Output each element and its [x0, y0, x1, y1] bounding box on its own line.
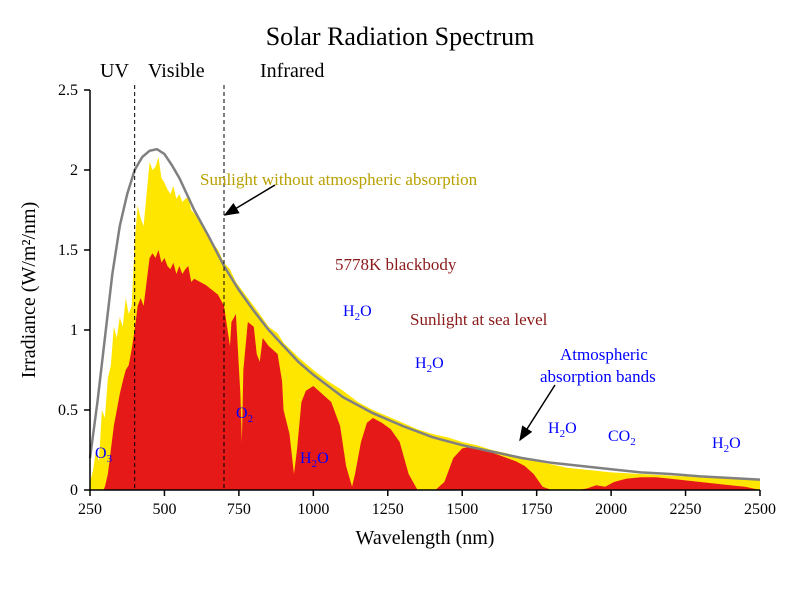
chem-label: H2O: [300, 450, 329, 470]
x-tick-label: 1750: [521, 501, 553, 518]
x-tick-label: 1250: [372, 501, 404, 518]
chem-label: CO2: [608, 428, 636, 448]
x-tick-label: 1000: [297, 501, 329, 518]
x-tick-label: 2500: [744, 501, 776, 518]
y-tick-label: 1.5: [58, 242, 78, 259]
y-tick-label: 2.5: [58, 82, 78, 99]
y-tick-label: 1: [70, 322, 78, 339]
annot-top-atm: Sunlight without atmospheric absorption: [200, 170, 477, 190]
chem-label: O3: [95, 445, 112, 465]
x-axis-title: Wavelength (nm): [356, 527, 495, 549]
y-tick-label: 2: [70, 162, 78, 179]
chem-label: H2O: [415, 355, 444, 375]
chem-label: H2O: [712, 435, 741, 455]
y-tick-label: 0: [70, 482, 78, 499]
chem-label: H2O: [548, 420, 577, 440]
chem-label: O2: [236, 405, 253, 425]
x-tick-label: 2000: [595, 501, 627, 518]
x-tick-label: 500: [152, 501, 176, 518]
chem-label: H2O: [343, 303, 372, 323]
plot-svg: 250 500 750 1000 1250 1500 1750 2000 2250 2500 0 0.…: [0, 0, 800, 600]
x-tick-label: 750: [227, 501, 251, 518]
y-axis-title: Irradiance (W/m²/nm): [18, 202, 40, 378]
annot-absorption-2: absorption bands: [540, 367, 656, 387]
x-tick-label: 1500: [446, 501, 478, 518]
x-tick-label: 250: [78, 501, 102, 518]
annot-sea-level: Sunlight at sea level: [410, 310, 547, 330]
annot-absorption-1: Atmospheric: [560, 345, 648, 365]
y-tick-label: 0.5: [58, 402, 78, 419]
annot-blackbody: 5778K blackbody: [335, 255, 456, 275]
x-tick-label: 2250: [670, 501, 702, 518]
